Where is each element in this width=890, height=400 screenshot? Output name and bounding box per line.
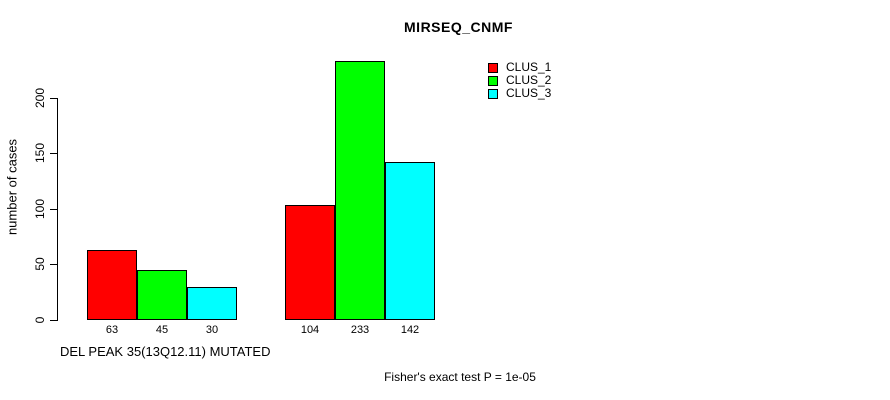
subtitle-fisher-test: Fisher's exact test P = 1e-05: [384, 370, 536, 384]
bar-value-label: 30: [205, 324, 219, 336]
y-tick-label: 0: [33, 316, 47, 324]
legend-label: CLUS_2: [506, 73, 552, 87]
bar-clus_3-group-2: [385, 162, 435, 320]
y-tick: [50, 98, 57, 99]
legend-item: CLUS_1: [488, 61, 551, 74]
bar-clus_3-group-1: [187, 287, 237, 320]
legend-label: CLUS_3: [506, 86, 552, 100]
legend-item: CLUS_3: [488, 87, 551, 100]
bar-value-label: 63: [105, 324, 119, 336]
legend-label: CLUS_1: [506, 60, 552, 74]
bar-value-label: 142: [400, 324, 420, 336]
legend: CLUS_1 CLUS_2 CLUS_3: [488, 61, 551, 100]
bar-value-label: 233: [350, 324, 370, 336]
y-axis-line: [57, 98, 58, 321]
bar-clus_1-group-1: [87, 250, 137, 320]
bar-value-label: 45: [155, 324, 169, 336]
bar-clus_1-group-2: [285, 205, 335, 320]
chart-title: MIRSEQ_CNMF: [404, 19, 513, 35]
bar-value-label: 104: [300, 324, 320, 336]
x-axis-label: DEL PEAK 35(13Q12.11) MUTATED: [60, 344, 271, 359]
legend-swatch: [488, 62, 498, 73]
y-tick: [50, 264, 57, 265]
y-tick: [50, 320, 57, 321]
legend-swatch: [488, 75, 498, 86]
bar-clus_2-group-1: [137, 270, 187, 320]
y-tick: [50, 153, 57, 154]
y-tick-label: 200: [33, 87, 47, 109]
y-tick: [50, 209, 57, 210]
legend-item: CLUS_2: [488, 74, 551, 87]
bar-clus_2-group-2: [335, 61, 385, 320]
y-tick-label: 50: [33, 257, 47, 271]
y-tick-label: 100: [33, 198, 47, 220]
y-axis-label: number of cases: [4, 138, 20, 236]
y-tick-label: 150: [33, 142, 47, 164]
legend-swatch: [488, 88, 498, 99]
